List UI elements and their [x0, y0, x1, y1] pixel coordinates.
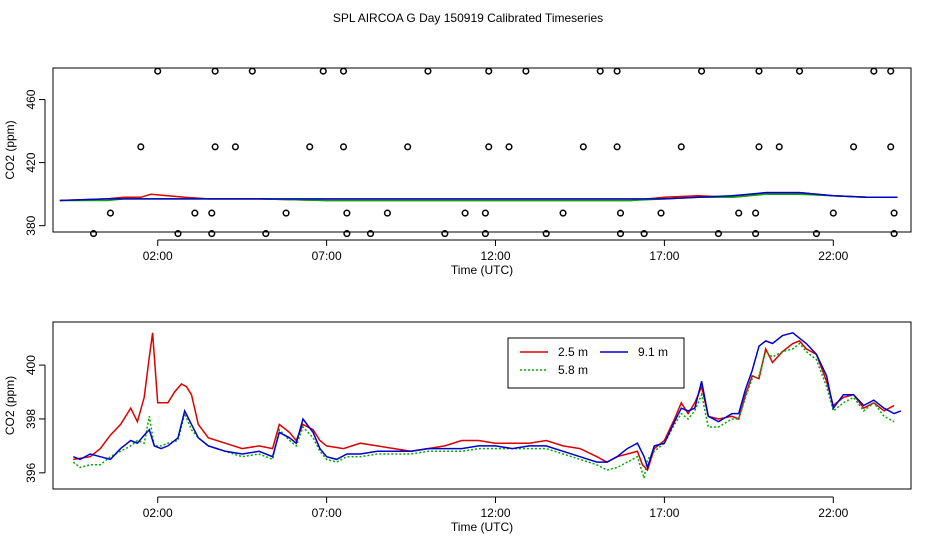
- legend-label: 9.1 m: [638, 345, 668, 359]
- data-point: [890, 209, 898, 217]
- data-point: [343, 230, 351, 238]
- data-point: [596, 67, 604, 75]
- data-point: [616, 230, 625, 238]
- data-point: [89, 230, 98, 238]
- data-point: [282, 209, 290, 217]
- data-point: [677, 143, 685, 151]
- data-point: [870, 67, 878, 75]
- data-point: [829, 209, 837, 217]
- x-tick-label: 22:00: [818, 249, 848, 263]
- x-axis-label: Time (UTC): [451, 263, 513, 277]
- series-line-5-8-m: [72, 342, 895, 479]
- plot-frame: [52, 321, 912, 490]
- y-axis-label: CO2 (ppm): [3, 120, 17, 179]
- x-tick-label: 12:00: [480, 249, 510, 263]
- x-tick-label: 02:00: [143, 249, 173, 263]
- legend-label: 5.8 m: [558, 363, 588, 377]
- data-point: [424, 67, 432, 75]
- data-point: [616, 209, 625, 217]
- data-point: [319, 67, 327, 75]
- data-point: [461, 209, 469, 217]
- data-point: [755, 143, 763, 151]
- data-point: [613, 67, 621, 75]
- y-axis-label: CO2 (ppm): [3, 376, 17, 435]
- data-point: [154, 67, 162, 75]
- data-point: [211, 67, 219, 75]
- y-tick-label: 396: [24, 463, 38, 483]
- x-tick-label: 07:00: [312, 506, 342, 520]
- data-point: [248, 67, 256, 75]
- y-tick-label: 398: [24, 409, 38, 429]
- x-axis-label: Time (UTC): [451, 520, 513, 534]
- data-point: [735, 209, 743, 217]
- x-tick-label: 17:00: [649, 249, 679, 263]
- x-tick-label: 17:00: [649, 506, 679, 520]
- y-tick-label: 460: [24, 89, 38, 109]
- data-point: [559, 209, 567, 217]
- data-point: [208, 230, 216, 238]
- data-point: [613, 143, 621, 151]
- data-point: [505, 143, 513, 151]
- data-point: [579, 143, 587, 151]
- bottom-panel: 02:00 07:00 12:00 17:00 22:00 Time (UTC) 396 39…: [3, 321, 912, 534]
- data-point: [887, 143, 895, 151]
- data-point: [657, 209, 665, 217]
- data-point: [485, 67, 493, 75]
- data-point: [542, 230, 550, 238]
- data-point: [383, 209, 391, 217]
- data-point: [404, 143, 412, 151]
- data-point: [481, 209, 489, 217]
- data-point: [366, 230, 375, 238]
- data-point: [775, 143, 783, 151]
- y-tick-label: 400: [24, 355, 38, 375]
- data-point: [640, 230, 648, 238]
- y-tick-label: 420: [24, 152, 38, 172]
- data-point: [522, 67, 530, 75]
- series-line-9-1-m: [73, 331, 902, 470]
- series-line-9-1-m: [59, 191, 898, 202]
- legend-box: [507, 337, 685, 389]
- data-point: [306, 143, 314, 151]
- data-point: [755, 67, 763, 75]
- data-point: [137, 143, 145, 151]
- data-point: [339, 67, 348, 75]
- y-tick-label: 380: [24, 215, 38, 235]
- data-point: [850, 143, 858, 151]
- data-point: [890, 230, 898, 238]
- data-point: [174, 230, 182, 238]
- data-point: [441, 230, 449, 238]
- data-point: [339, 143, 348, 151]
- chart-title: SPL AIRCOA G Day 150919 Calibrated Times…: [333, 11, 603, 25]
- plot-frame: [52, 67, 912, 233]
- series-line-2-5-m: [73, 332, 895, 472]
- data-point: [887, 67, 895, 75]
- top-panel: 02:00 07:00 12:00 17:00 22:00 Time (UTC) 380 42…: [3, 67, 912, 277]
- data-point: [752, 209, 760, 217]
- x-tick-label: 12:00: [480, 506, 510, 520]
- x-tick-label: 07:00: [312, 249, 342, 263]
- x-tick-label: 02:00: [143, 506, 173, 520]
- data-point: [106, 209, 114, 217]
- data-point: [698, 67, 706, 75]
- data-point: [343, 209, 351, 217]
- data-point: [262, 230, 270, 238]
- data-point: [485, 143, 493, 151]
- data-point: [752, 230, 760, 238]
- data-point: [714, 230, 723, 238]
- data-point: [481, 230, 489, 238]
- legend-label: 2.5 m: [558, 345, 588, 359]
- x-tick-label: 22:00: [818, 506, 848, 520]
- data-point: [795, 67, 804, 75]
- data-point: [812, 230, 820, 238]
- data-point: [211, 143, 219, 151]
- data-point: [208, 209, 216, 217]
- data-point: [191, 209, 199, 217]
- data-point: [231, 143, 239, 151]
